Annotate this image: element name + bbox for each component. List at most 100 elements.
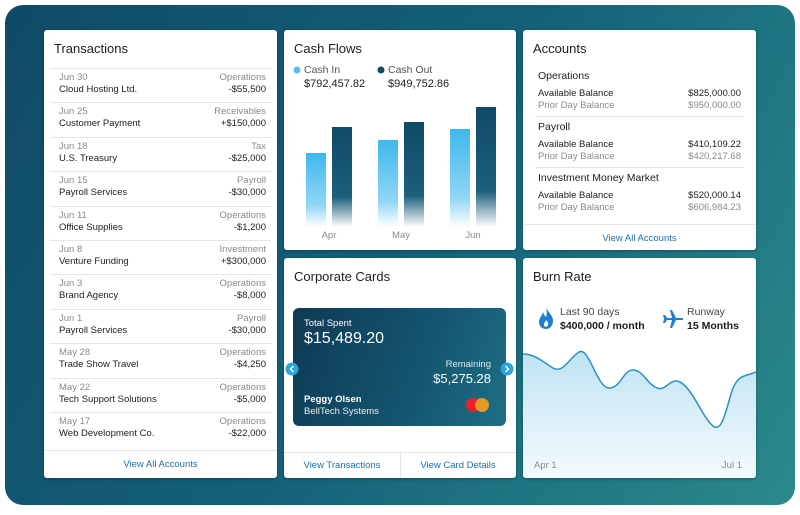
card-holder: Peggy Olsen <box>304 394 362 405</box>
remaining: $5,275.28 <box>433 371 491 386</box>
transaction-amount: -$25,000 <box>228 152 266 164</box>
transaction-row[interactable]: Jun 3 Operations Brand Agency -$8,000 <box>50 274 271 309</box>
card: Total Spent $15,489.20 Remaining $5,275.… <box>293 308 506 426</box>
panel-title: Cash Flows <box>294 41 362 56</box>
transaction-payee: Venture Funding <box>59 256 129 267</box>
month-label: May <box>392 230 410 241</box>
account-name: Investment Money Market <box>538 172 659 184</box>
transaction-payee: Trade Show Travel <box>59 359 139 371</box>
card-company: BellTech Systems <box>304 406 379 417</box>
account-name: Operations <box>538 70 590 82</box>
transaction-row[interactable]: Jun 8 Investment Venture Funding +$300,000 <box>50 240 271 275</box>
burn-rate-chart <box>523 350 756 478</box>
available-balance: $520,000.14 <box>688 190 741 201</box>
divider <box>44 450 277 451</box>
transaction-amount: -$8,000 <box>233 290 266 302</box>
transaction-amount: -$22,000 <box>228 428 266 439</box>
month-label: Apr <box>321 230 337 241</box>
transaction-payee: Cloud Hosting Ltd. <box>59 84 138 95</box>
prior-label: Prior Day Balance <box>538 202 615 213</box>
transaction-category: Receivables <box>214 106 266 118</box>
divider <box>535 116 744 117</box>
total-spent-label: Total Spent <box>304 318 352 329</box>
burn-rate-panel: Burn Rate Last 90 days $400,000 / month … <box>523 258 756 478</box>
available-label: Available Balance <box>538 190 614 201</box>
transaction-date: Jun 18 <box>59 140 88 152</box>
card-logo <box>466 398 489 412</box>
transaction-payee: Customer Payment <box>59 118 141 130</box>
transaction-row[interactable]: May 22 Operations Tech Support Solutions -$… <box>50 377 271 413</box>
transactions-panel: Transactions View All Accounts Jun 30 Ope… <box>44 30 277 478</box>
cash-out-label: Cash Out <box>388 64 433 76</box>
next-arrow[interactable] <box>500 362 514 376</box>
prior-label: Prior Day Balance <box>538 151 615 162</box>
transaction-category: Operations <box>219 381 266 393</box>
transaction-date: Jun 3 <box>59 278 83 290</box>
transaction-row[interactable]: Jun 1 Payroll Payroll Services -$30,000 <box>50 308 271 344</box>
transaction-row[interactable]: Jun 11 Operations Office Supplies -$1,200 <box>50 205 271 241</box>
transaction-payee: Brand Agency <box>59 290 119 302</box>
remaining-label: Remaining <box>445 359 491 370</box>
view-all-link[interactable]: View All Accounts <box>123 459 198 470</box>
prior-balance: $606,984.23 <box>688 202 741 213</box>
view-card-details-link[interactable]: View Card Details <box>420 460 496 471</box>
transaction-category: Operations <box>219 347 266 359</box>
transaction-date: May 17 <box>59 416 91 427</box>
transaction-date: Jun 30 <box>59 72 88 83</box>
view-transactions-link[interactable]: View Transactions <box>303 460 381 471</box>
legend-dot <box>377 66 385 74</box>
transaction-date: May 28 <box>59 347 91 359</box>
available-label: Available Balance <box>538 88 614 99</box>
flame-icon <box>539 307 554 329</box>
transaction-payee: Office Supplies <box>59 221 123 233</box>
divider <box>400 452 401 478</box>
transaction-category: Tax <box>251 140 266 152</box>
transaction-amount: -$1,200 <box>233 221 266 233</box>
transaction-row[interactable]: May 28 Operations Trade Show Travel -$4,250 <box>50 343 271 378</box>
month-label: Jun <box>465 230 481 241</box>
transaction-payee: Tech Support Solutions <box>59 393 157 405</box>
prior-balance: $950,000.00 <box>688 100 741 111</box>
cash-flow-bars <box>306 107 496 227</box>
panel-title: Burn Rate <box>533 269 592 284</box>
transaction-amount: -$30,000 <box>228 187 266 199</box>
available-balance: $825,000.00 <box>688 88 741 99</box>
account-name: Payroll <box>538 121 571 133</box>
transaction-payee: Payroll Services <box>59 324 128 336</box>
transaction-row[interactable]: Jun 30 Operations Cloud Hosting Ltd. -$55,5… <box>50 68 271 103</box>
transaction-category: Payroll <box>236 175 266 187</box>
accounts-panel: Accounts View All Accounts Operations Ava… <box>523 30 756 250</box>
transaction-row[interactable]: May 17 Operations Web Development Co. -$22,… <box>50 412 271 447</box>
cash-in-label: Cash In <box>304 64 341 76</box>
transaction-row[interactable]: Jun 18 Tax U.S. Treasury -$25,000 <box>50 136 271 172</box>
transaction-payee: Payroll Services <box>59 187 128 199</box>
transaction-row[interactable]: Jun 15 Payroll Payroll Services -$30,000 <box>50 171 271 206</box>
available-balance: $410,109.22 <box>688 139 741 150</box>
panel-title: Transactions <box>54 41 128 56</box>
transaction-category: Operations <box>219 278 266 290</box>
transaction-payee: U.S. Treasury <box>59 152 118 164</box>
legend-dot <box>293 66 301 74</box>
transaction-category: Investment <box>219 244 266 255</box>
last90-value: $400,000 / month <box>560 320 645 332</box>
prev-arrow[interactable] <box>285 362 299 376</box>
panel-title: Corporate Cards <box>294 269 391 284</box>
cash-flows-panel: Cash Flows Cash In $792,457.82 Cash Out … <box>284 30 516 250</box>
transaction-amount: -$30,000 <box>228 324 266 336</box>
transaction-amount: -$55,500 <box>228 84 266 95</box>
transaction-amount: -$5,000 <box>233 393 266 405</box>
transaction-row[interactable]: Jun 25 Receivables Customer Payment +$150,0… <box>50 102 271 137</box>
transaction-category: Operations <box>219 72 266 83</box>
transaction-date: Jun 11 <box>59 209 87 221</box>
prior-label: Prior Day Balance <box>538 100 615 111</box>
cash-out-value: $949,752.86 <box>388 78 450 90</box>
last90-label: Last 90 days <box>560 306 620 318</box>
transaction-category: Operations <box>219 209 266 221</box>
divider <box>535 167 744 168</box>
prior-balance: $420,217.68 <box>688 151 741 162</box>
transaction-amount: +$150,000 <box>220 118 266 130</box>
transaction-date: Jun 25 <box>59 106 88 118</box>
transaction-amount: +$300,000 <box>220 256 266 267</box>
view-all-link[interactable]: View All Accounts <box>602 233 677 244</box>
divider <box>523 224 756 225</box>
